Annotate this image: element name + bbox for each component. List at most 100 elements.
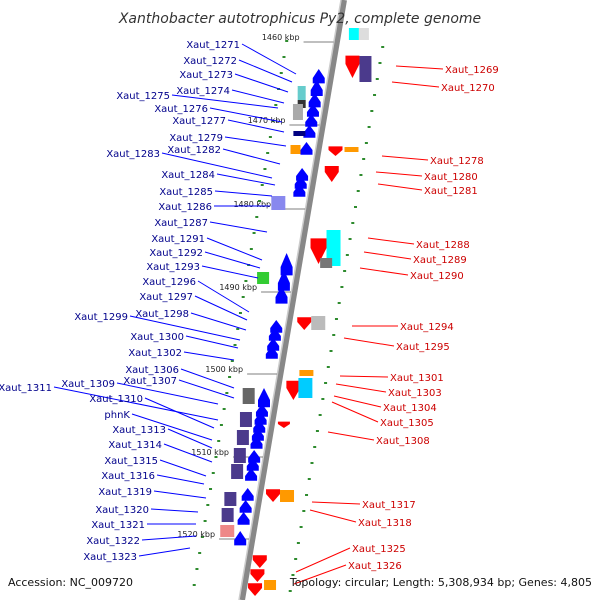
label-phnK: phnK (104, 410, 130, 421)
leader-Xaut_1320 (150, 508, 199, 513)
leader-Xaut_1271 (241, 43, 297, 75)
label-Xaut_1304: Xaut_1304 (383, 403, 437, 414)
leader-Xaut_1295 (343, 337, 395, 347)
orange-feature (299, 370, 314, 376)
tick-left (268, 136, 272, 138)
leader-Xaut_1296 (197, 280, 250, 313)
label-Xaut_1271: Xaut_1271 (186, 40, 240, 51)
tick-right (291, 574, 295, 576)
tick-left (236, 328, 240, 330)
tick-left (258, 200, 261, 202)
label-Xaut_1301: Xaut_1301 (390, 373, 444, 384)
label-Xaut_1278: Xaut_1278 (430, 156, 484, 167)
tick-left (200, 536, 204, 538)
forward-gene-arrow (310, 80, 323, 96)
tick-right (334, 318, 338, 320)
tick-right (348, 238, 352, 240)
label-Xaut_1279: Xaut_1279 (169, 133, 223, 144)
label-Xaut_1309: Xaut_1309 (61, 379, 115, 390)
leader-Xaut_1284 (216, 173, 276, 186)
tick-left (228, 376, 232, 378)
leader-Xaut_1285 (214, 190, 273, 197)
tick-left (195, 568, 199, 570)
label-Xaut_1316: Xaut_1316 (101, 471, 155, 482)
label-Xaut_1282: Xaut_1282 (167, 145, 221, 156)
leader-Xaut_1323 (138, 547, 191, 557)
leader-Xaut_1319 (153, 490, 207, 499)
accession-label: Accession: NC_009720 (8, 576, 133, 589)
reverse-gene-arrow (248, 583, 263, 596)
ruler-label: 1490 kbp (219, 283, 257, 292)
tick-left (241, 296, 245, 298)
reverse-gene-arrow (328, 146, 343, 156)
tick-right (370, 110, 374, 112)
label-Xaut_1293: Xaut_1293 (146, 262, 200, 273)
forward-gene-arrow (294, 176, 307, 189)
tick-left (203, 520, 207, 522)
leader-Xaut_1302 (183, 351, 235, 361)
forward-gene-arrow (280, 253, 293, 276)
tick-right (351, 222, 355, 224)
leader-Xaut_1269 (395, 65, 444, 70)
label-Xaut_1307: Xaut_1307 (123, 376, 177, 387)
cyan-feature (297, 86, 306, 100)
label-Xaut_1305: Xaut_1305 (380, 418, 434, 429)
orange-feature (264, 580, 277, 590)
label-Xaut_1269: Xaut_1269 (445, 65, 499, 76)
forward-gene-arrow (267, 338, 280, 351)
tick-left (271, 120, 275, 122)
tick-left (238, 312, 242, 314)
forward-gene-arrow (268, 328, 281, 341)
leader-Xaut_1293 (201, 265, 259, 279)
leader-Xaut_1290 (359, 267, 409, 276)
cyan-feature (298, 378, 313, 398)
leader-Xaut_1272 (238, 59, 293, 83)
tick-right (318, 414, 322, 416)
label-Xaut_1294: Xaut_1294 (400, 322, 454, 333)
forward-gene-arrow (241, 488, 254, 501)
label-Xaut_1287: Xaut_1287 (154, 218, 208, 229)
forward-gene-arrow (246, 458, 259, 471)
forward-gene-arrow (300, 142, 313, 155)
leader-Xaut_1305 (331, 401, 379, 423)
label-Xaut_1298: Xaut_1298 (135, 309, 189, 320)
forward-gene-arrow (239, 500, 252, 513)
ruler-label: 1480 kbp (233, 200, 271, 209)
leader-Xaut_1322 (141, 535, 197, 541)
tick-right (307, 478, 311, 480)
tick-right (373, 94, 377, 96)
label-Xaut_1296: Xaut_1296 (142, 277, 196, 288)
leader-Xaut_1300 (185, 335, 239, 349)
leader-Xaut_1270 (391, 81, 440, 88)
tick-right (378, 62, 382, 64)
genome-backbone-highlight (238, 0, 342, 600)
tick-right (313, 446, 317, 448)
leader-Xaut_1288 (367, 237, 415, 245)
label-Xaut_1306: Xaut_1306 (125, 365, 179, 376)
forward-gene-arrow (253, 420, 266, 433)
leader-Xaut_1310 (144, 397, 215, 429)
forward-gene-arrow (265, 346, 278, 359)
label-Xaut_1286: Xaut_1286 (158, 202, 212, 213)
leader-Xaut_1308 (327, 431, 375, 441)
label-Xaut_1321: Xaut_1321 (91, 520, 145, 531)
tick-left (211, 472, 215, 474)
tick-left (225, 392, 229, 394)
tick-left (209, 488, 213, 490)
label-Xaut_1270: Xaut_1270 (441, 83, 495, 94)
gene-glyphs (220, 28, 372, 596)
ruler-label: 1520 kbp (177, 530, 215, 539)
leader-Xaut_1277 (227, 119, 285, 133)
leader-Xaut_1283 (161, 152, 273, 179)
label-Xaut_1308: Xaut_1308 (376, 436, 430, 447)
forward-gene-arrow (250, 436, 263, 449)
purple-feature (231, 464, 244, 479)
tick-right (381, 46, 385, 48)
label-Xaut_1314: Xaut_1314 (108, 440, 162, 451)
label-Xaut_1297: Xaut_1297 (139, 292, 193, 303)
leader-phnK (131, 413, 213, 441)
tick-right (294, 558, 298, 560)
ruler-label: 1460 kbp (262, 33, 300, 42)
tick-left (230, 360, 234, 362)
leader-Xaut_1325 (295, 547, 351, 573)
